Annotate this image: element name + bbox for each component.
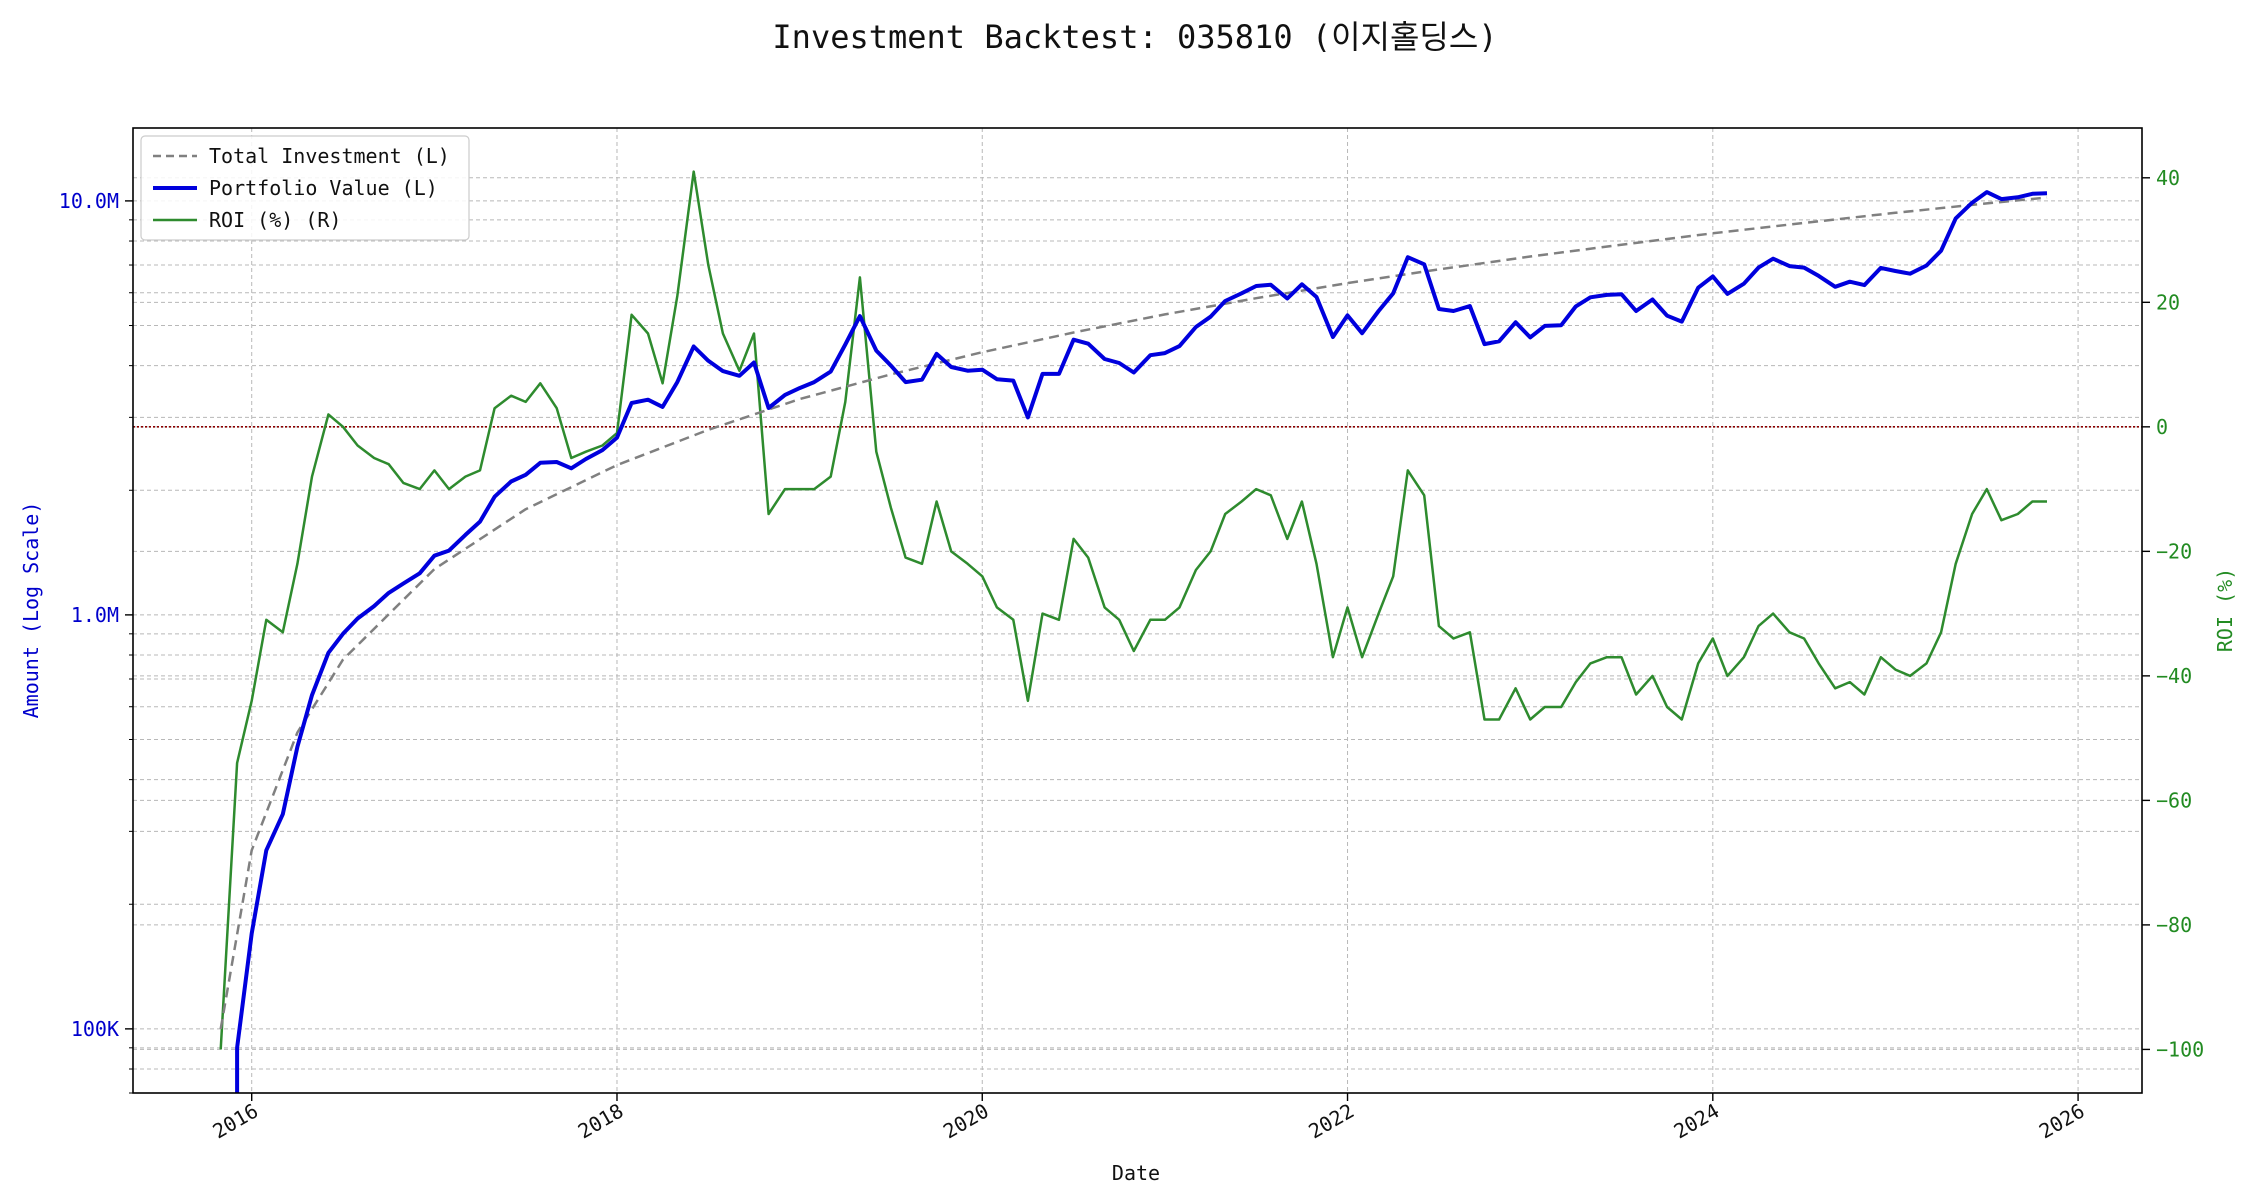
right-tick-label: −100 xyxy=(2156,1037,2204,1061)
total-investment-line xyxy=(219,196,2048,1030)
legend-label: ROI (%) (R) xyxy=(209,208,341,232)
grid-lines xyxy=(133,128,2142,1094)
right-tick-label: −40 xyxy=(2156,664,2192,688)
legend: Total Investment (L) Portfolio Value (L) R… xyxy=(140,135,470,241)
portfolio-value-line xyxy=(235,190,2048,1093)
chart-title: Investment Backtest: 035810 (이지홀딩스) xyxy=(772,18,1497,56)
right-tick-label: 0 xyxy=(2156,415,2168,439)
left-tick-label: 10.0M xyxy=(59,189,119,213)
legend-box xyxy=(140,135,470,241)
legend-label: Portfolio Value (L) xyxy=(209,176,438,200)
right-axis-label: ROI (%) xyxy=(2213,568,2237,652)
roi-line xyxy=(219,170,2047,1050)
right-tick-label: 40 xyxy=(2156,166,2180,190)
x-axis-label: Date xyxy=(1112,1161,1160,1185)
left-tick-label: 1.0M xyxy=(71,603,119,627)
legend-label: Total Investment (L) xyxy=(209,144,450,168)
plot-frame xyxy=(132,127,2143,1094)
left-axis-label: Amount (Log Scale) xyxy=(19,502,43,719)
left-tick-label: 100K xyxy=(71,1017,119,1041)
right-tick-label: −60 xyxy=(2156,788,2192,812)
right-tick-label: 20 xyxy=(2156,290,2180,314)
right-tick-label: −20 xyxy=(2156,539,2192,563)
series-layer xyxy=(133,170,2142,1093)
right-tick-label: −80 xyxy=(2156,913,2192,937)
